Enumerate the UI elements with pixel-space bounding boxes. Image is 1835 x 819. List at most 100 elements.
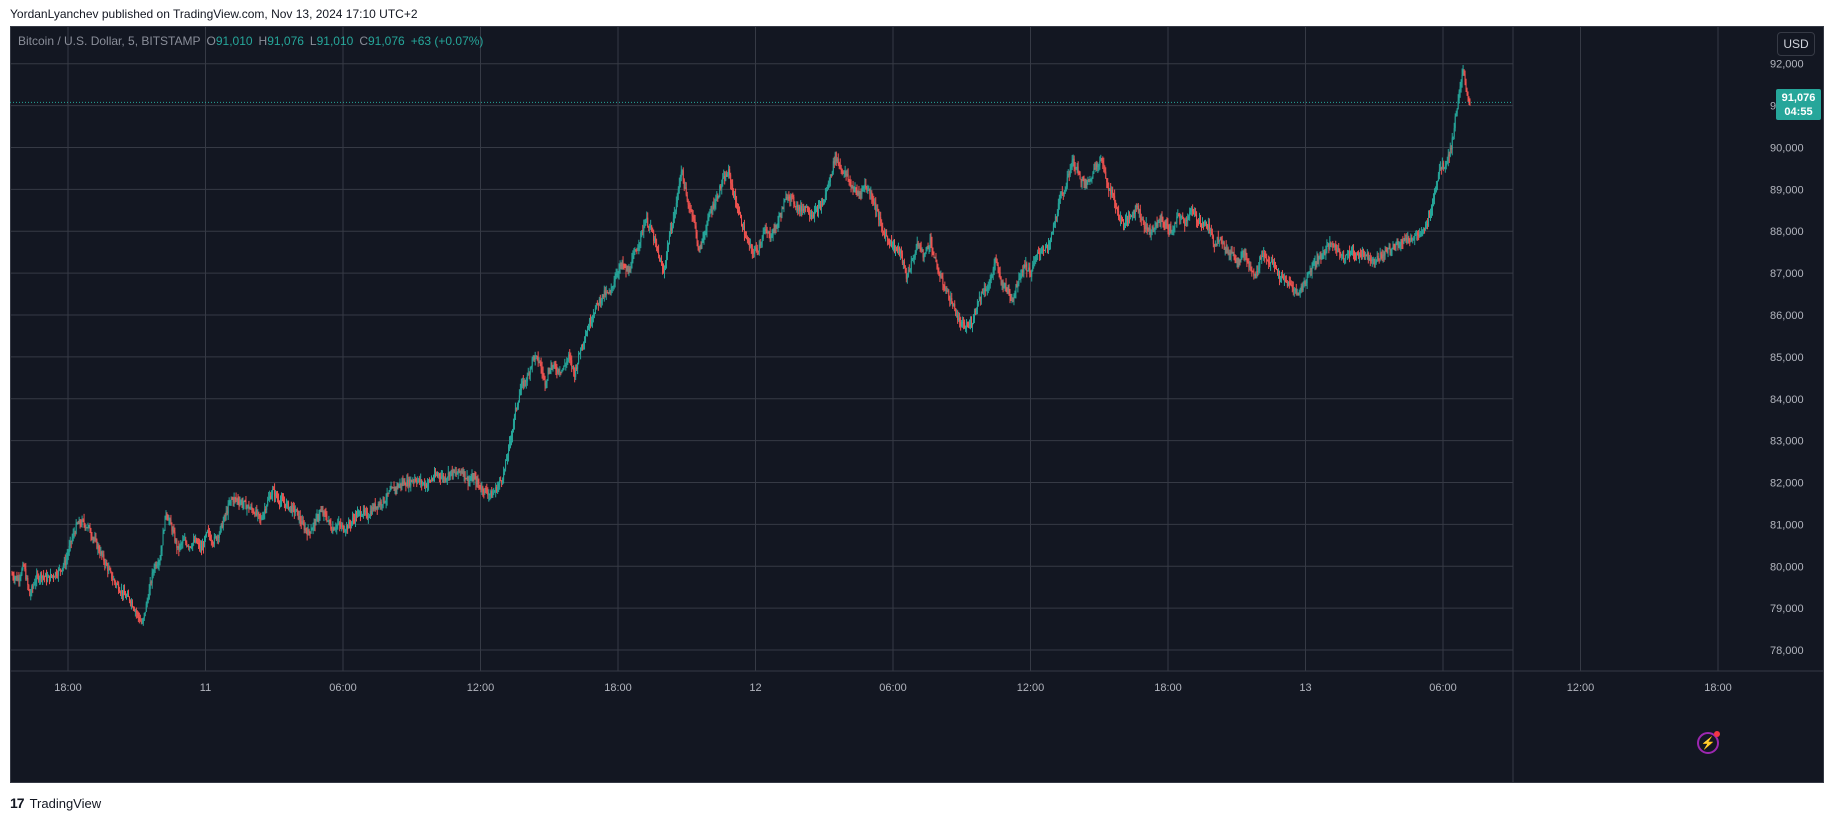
symbol-name[interactable]: Bitcoin / U.S. Dollar, 5, BITSTAMP [18,34,201,48]
candle-body [155,564,157,567]
candle-body [364,511,366,513]
candle-body [413,480,415,482]
candle-body [1403,238,1405,244]
candle-body [925,248,927,253]
candle-body [1361,248,1363,257]
y-tick-label: 79,000 [1770,603,1804,615]
candle-body [847,174,849,180]
candle-body [623,265,625,267]
candle-body [712,203,714,212]
candle-body [860,192,862,195]
y-tick-label: 80,000 [1770,561,1804,573]
candle-body [1353,250,1355,254]
candle-body [720,185,722,189]
candle-body [421,480,423,484]
candle-body [1458,91,1460,101]
candle-body [529,368,531,375]
candle-body [252,509,254,513]
candle-body [271,494,273,499]
candle-body [230,498,232,501]
candle-body [1199,218,1201,223]
candle-body [1419,234,1421,237]
candle-body [525,381,527,383]
candle-body [928,245,930,248]
candle-body [538,361,540,363]
candle-body [1228,252,1230,255]
candle-body [203,545,205,548]
currency-button[interactable]: USD [1777,32,1815,56]
candle-body [1423,228,1425,231]
candle-body [140,621,142,623]
candle-body [471,475,473,480]
candle-body [1460,81,1462,87]
candle-body [1283,280,1285,282]
candle-body [464,471,466,479]
candle-body [1018,278,1020,284]
candle-body [253,512,255,514]
candle-body [1152,226,1154,229]
candle-body [1377,255,1379,259]
candle-body [129,601,131,604]
candle-body [1391,248,1393,250]
candle-body [164,515,166,531]
candle-body [351,521,353,526]
candle-body [1211,232,1213,236]
candle-body [324,511,326,514]
candle-body [391,487,393,489]
lightning-icon[interactable]: ⚡ [1697,731,1720,754]
candle-body [1401,239,1403,243]
candle-body [964,322,966,329]
candle-body [373,503,375,510]
candle-body [1118,210,1120,219]
candle-body [433,478,435,480]
candle-body [1373,259,1375,265]
candle-body [1156,223,1158,227]
chart-pane[interactable] [10,26,1824,783]
candle-body [492,493,494,498]
candle-body [959,318,961,322]
candle-body [1095,163,1097,169]
candle-body [458,469,460,472]
candle-body [172,530,174,532]
candle-body [694,219,696,226]
candle-body [912,258,914,260]
candle-body [360,515,362,517]
candle-body [1235,258,1237,262]
price-chart[interactable]: 78,00079,00080,00081,00082,00083,00084,0… [10,26,1824,783]
candle-body [869,188,871,194]
candle-body [1189,211,1191,217]
candle-body [367,517,369,519]
candle-body [350,524,352,526]
candle-body [184,539,186,541]
candle-body [750,244,752,248]
candle-body [452,469,454,476]
candle-body [793,196,795,204]
candle-body [581,344,583,351]
candle-body [788,196,790,198]
candle-body [1375,261,1377,264]
candle-body [781,207,783,217]
candle-body [488,494,490,496]
candle-body [174,532,176,542]
candle-body [598,298,600,305]
candle-body [907,270,909,277]
candle-body [1280,275,1282,279]
candle-body [585,336,587,341]
candle-body [1288,282,1290,284]
candle-body [1358,254,1360,259]
candle-body [1345,254,1347,259]
candle-body [1447,154,1449,161]
candle-body [494,491,496,493]
candle-body [102,554,104,556]
candle-body [103,554,105,562]
candle-body [730,174,732,184]
candle-body [1465,81,1467,90]
candle-body [281,498,283,500]
candle-body [148,589,150,600]
candle-body [961,322,963,327]
candle-body [320,510,322,512]
candle-body [1094,168,1096,170]
candle-body [1028,267,1030,271]
candle-body [1204,222,1206,224]
candle-body [1137,205,1139,212]
